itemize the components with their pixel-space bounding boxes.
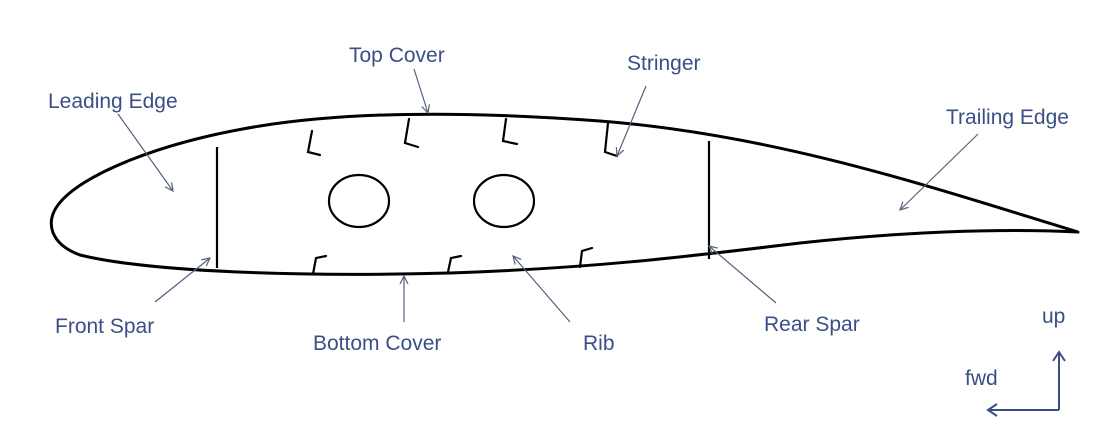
label-top-cover: Top Cover bbox=[349, 44, 445, 67]
top-stringer bbox=[403, 117, 420, 149]
label-rear-spar: Rear Spar bbox=[764, 313, 860, 336]
top-stringer bbox=[306, 129, 322, 157]
rib-hole bbox=[472, 173, 536, 229]
leader-front-spar bbox=[154, 258, 210, 303]
leader-top-cover bbox=[413, 68, 428, 113]
top-stringer bbox=[603, 121, 619, 158]
label-rib: Rib bbox=[583, 332, 615, 355]
orientation-axes: up fwd bbox=[965, 305, 1066, 417]
label-fwd: fwd bbox=[965, 367, 998, 390]
leader-stringer bbox=[617, 85, 647, 156]
airfoil-outline bbox=[49, 112, 1080, 276]
leader-leading-edge bbox=[117, 113, 173, 191]
label-front-spar: Front Spar bbox=[55, 315, 154, 338]
top-stringer bbox=[501, 117, 519, 146]
label-trailing-edge: Trailing Edge bbox=[946, 106, 1069, 129]
bottom-stringer bbox=[446, 254, 463, 274]
label-leading-edge: Leading Edge bbox=[48, 90, 178, 113]
label-stringer: Stringer bbox=[627, 52, 701, 75]
leader-rear-spar bbox=[709, 246, 777, 304]
bottom-stringer bbox=[578, 246, 594, 269]
label-bottom-cover: Bottom Cover bbox=[313, 332, 441, 355]
leader-rib bbox=[513, 256, 571, 323]
label-up: up bbox=[1042, 305, 1065, 328]
leader-trailing-edge bbox=[900, 133, 979, 210]
rib-hole bbox=[327, 173, 391, 229]
bottom-stringer bbox=[311, 254, 328, 276]
